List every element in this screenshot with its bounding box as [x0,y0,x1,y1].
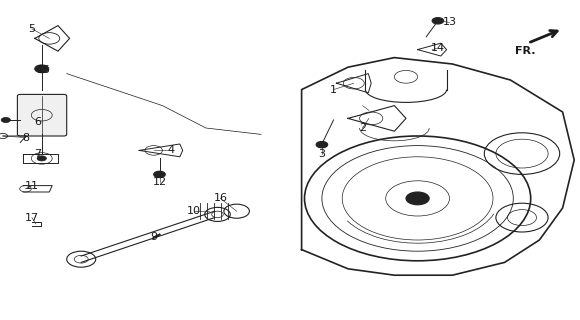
Text: 12: 12 [153,177,166,188]
Text: 5: 5 [28,24,35,34]
FancyBboxPatch shape [17,94,67,136]
Text: 16: 16 [213,193,227,204]
Circle shape [316,141,328,148]
Text: FR.: FR. [514,46,535,56]
Text: 7: 7 [34,148,41,159]
Circle shape [406,192,429,205]
Text: 11: 11 [25,180,39,191]
Text: 1: 1 [330,84,337,95]
Circle shape [154,171,165,178]
Text: 2: 2 [359,123,366,133]
Text: 3: 3 [318,148,325,159]
Text: 6: 6 [34,116,41,127]
Text: 9: 9 [150,232,157,242]
Text: 14: 14 [431,43,445,53]
Text: 4: 4 [168,145,175,156]
Text: 13: 13 [443,17,456,28]
Circle shape [1,117,10,123]
Text: 17: 17 [25,212,39,223]
Text: 15: 15 [37,65,50,76]
Circle shape [432,18,444,24]
Text: 8: 8 [23,132,30,143]
Circle shape [37,156,46,161]
Text: 10: 10 [187,206,201,216]
Circle shape [35,65,49,73]
